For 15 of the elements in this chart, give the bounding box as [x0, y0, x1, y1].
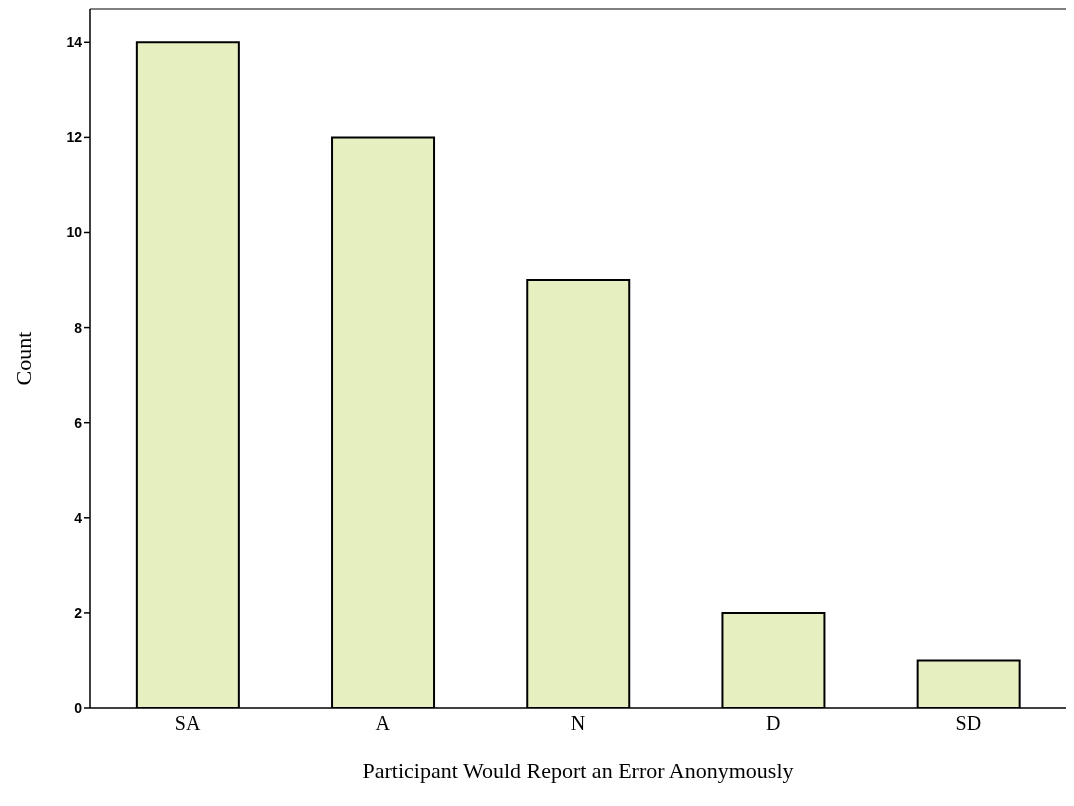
y-tick-label: 6 [74, 414, 83, 431]
x-tick-label: A [375, 712, 391, 735]
x-tick-label: D [765, 712, 781, 735]
x-tick-label: N [570, 712, 586, 735]
y-tick-label: 8 [74, 319, 83, 336]
y-tick-label: 2 [74, 604, 83, 621]
y-tick-label: 14 [66, 34, 83, 51]
y-tick-label: 0 [74, 699, 83, 716]
x-axis-title: Participant Would Report an Error Anonymously [362, 758, 794, 783]
y-tick-label: 4 [74, 509, 83, 526]
x-tick-label: SA [174, 712, 201, 735]
y-axis-title: Count [10, 331, 36, 386]
y-tick-label: 12 [66, 129, 83, 146]
y-tick-label: 10 [66, 224, 83, 241]
x-tick-label: SD [955, 712, 982, 735]
